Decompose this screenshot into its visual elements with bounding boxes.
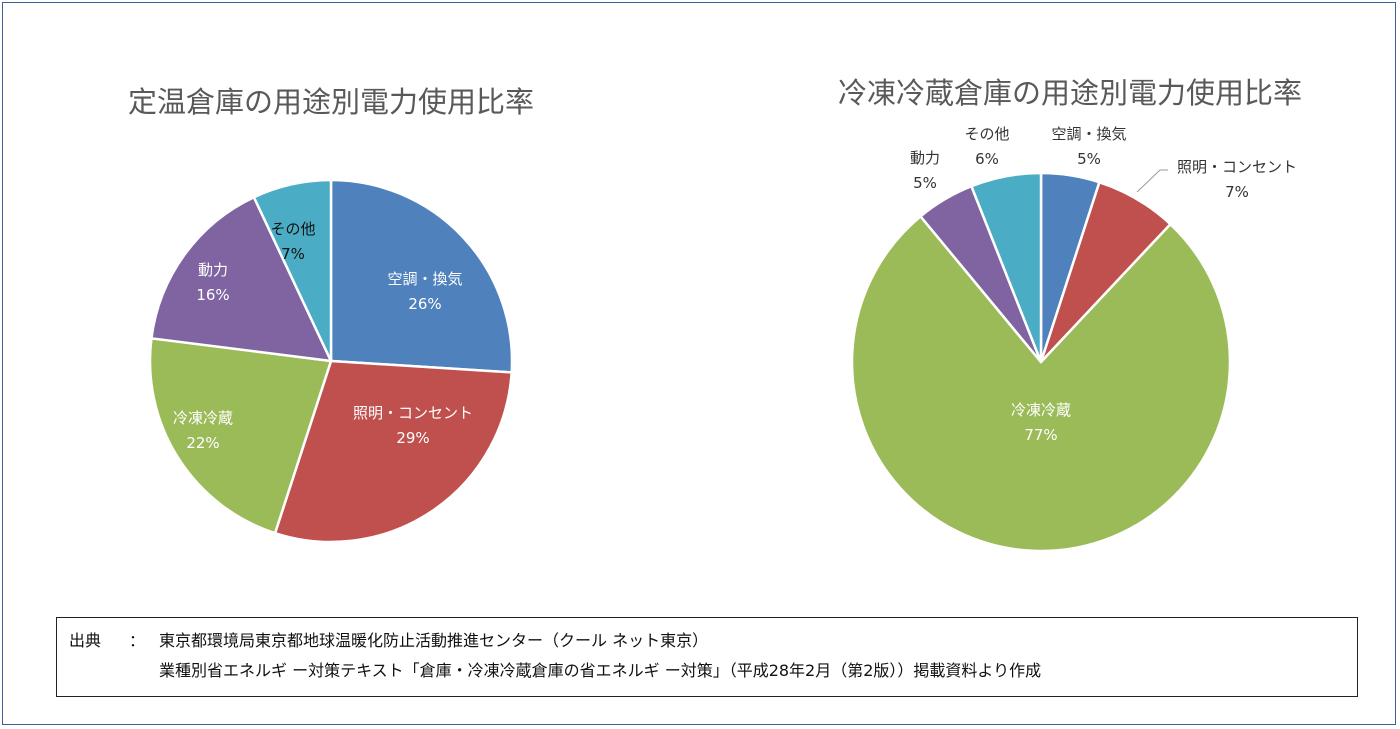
pie-slice bbox=[252, 178, 333, 363]
pie-slice bbox=[970, 171, 1043, 364]
pie-left: 空調・換気 26% 照明・コンセント 29% 冷凍冷蔵 22% 動力 16% その他 7% bbox=[148, 178, 514, 544]
slice-category-label: 照明・コンセント bbox=[353, 404, 473, 422]
slice-percent-label: 6% bbox=[975, 150, 999, 168]
slice-percent-label: 29% bbox=[396, 429, 429, 447]
chart-title-left: 定温倉庫の用途別電力使用比率 bbox=[128, 85, 534, 119]
slice-percent-label: 5% bbox=[1077, 150, 1101, 168]
slice-category-label: 空調・換気 bbox=[387, 270, 462, 288]
slice-category-label: 動力 bbox=[910, 149, 940, 167]
source-colon: ： bbox=[129, 631, 146, 650]
leader-line bbox=[1136, 169, 1168, 193]
chart-title-right: 冷凍冷蔵倉庫の用途別電力使用比率 bbox=[838, 76, 1302, 110]
slice-percent-label: 16% bbox=[196, 286, 229, 304]
source-line-1: 東京都環境局東京都地球温暖化防止活動推進センター（クール ネット東京） bbox=[159, 631, 709, 650]
slice-category-label: 冷凍冷蔵 bbox=[1011, 401, 1071, 419]
pie-slice bbox=[150, 195, 333, 363]
slice-percent-label: 7% bbox=[281, 245, 305, 263]
slice-category-label: 空調・換気 bbox=[1051, 125, 1126, 143]
source-line-2: 業種別省エネルギ ー対策テキスト「倉庫・冷凍冷蔵倉庫の省エネルギ ー対策」（平成… bbox=[159, 661, 1042, 680]
slice-category-label: その他 bbox=[964, 125, 1009, 143]
slice-percent-label: 22% bbox=[186, 434, 219, 452]
pie-slice bbox=[329, 178, 514, 374]
slice-percent-label: 5% bbox=[913, 174, 937, 192]
slice-category-label: 冷凍冷蔵 bbox=[173, 409, 233, 427]
source-box: 出典 ： 東京都環境局東京都地球温暖化防止活動推進センター（クール ネット東京）… bbox=[56, 617, 1358, 697]
pie-slice bbox=[850, 215, 1232, 553]
slice-category-label: 照明・コンセント bbox=[1177, 158, 1297, 176]
slice-percent-label: 26% bbox=[408, 295, 441, 313]
slice-percent-label: 7% bbox=[1225, 183, 1249, 201]
slice-percent-label: 77% bbox=[1024, 426, 1057, 444]
source-label: 出典 bbox=[69, 631, 102, 650]
pie-slice bbox=[148, 337, 333, 535]
pie-slice bbox=[273, 359, 513, 544]
pie-right: 空調・換気 5% 照明・コンセント 7% 冷凍冷蔵 77% 動力 5% その他 6% bbox=[850, 125, 1297, 553]
slice-category-label: その他 bbox=[270, 220, 315, 238]
slice-category-label: 動力 bbox=[198, 261, 228, 279]
